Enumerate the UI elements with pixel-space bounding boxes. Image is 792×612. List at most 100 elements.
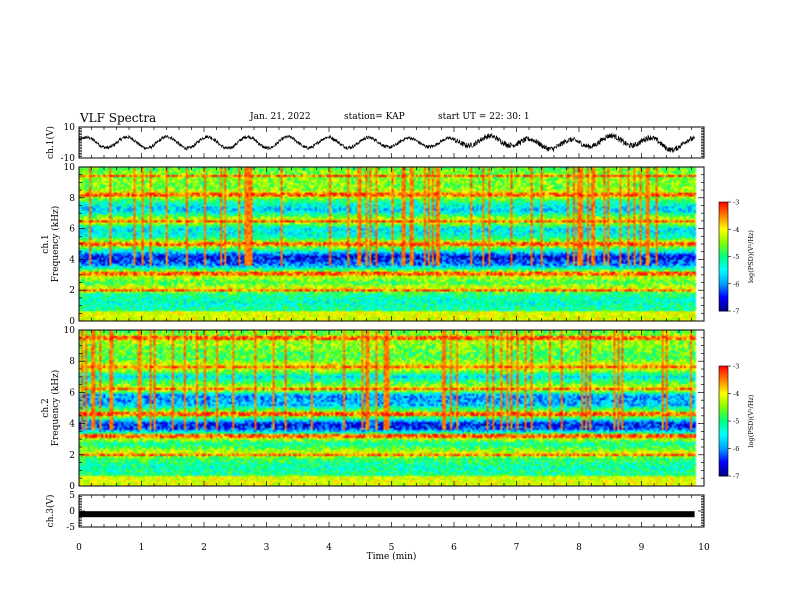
colorbar-cell [719, 419, 728, 422]
x-axis-label: Time (min) [367, 551, 417, 562]
colorbar-cell [719, 285, 728, 288]
y-tick-label: 6 [69, 388, 75, 398]
colorbar-cell [719, 408, 728, 411]
x-tick-label: 7 [514, 543, 520, 553]
colorbar-cell [719, 272, 728, 276]
colorbar-cell [719, 391, 728, 394]
y-tick-label: 4 [69, 255, 75, 265]
colorbar-cell [719, 261, 728, 265]
colorbar-cell [719, 307, 728, 310]
x-tick-label: 1 [139, 543, 145, 553]
colorbar-cell [719, 417, 728, 420]
y-tick-label: 10 [64, 123, 76, 133]
colorbar-cell [719, 296, 728, 299]
colorbar-cell [719, 294, 728, 297]
colorbar-cell [719, 395, 728, 398]
colorbar-cell [719, 238, 728, 241]
colorbar-label: log(PSD)(V²/Hz) [747, 230, 755, 283]
colorbar-cell [719, 386, 728, 389]
colorbar-cell [719, 399, 728, 402]
x-tick-label: 8 [576, 543, 582, 553]
ch3-ylabel: ch.3(V) [45, 495, 56, 528]
colorbar-cell [719, 274, 728, 277]
colorbar-cell [719, 402, 728, 405]
colorbar-cell [719, 231, 728, 234]
ch3-trace [79, 511, 695, 518]
y-tick-label: 2 [69, 286, 75, 296]
colorbar-cell [719, 389, 728, 393]
colorbar-cell [719, 249, 728, 252]
station-label: station= KAP [344, 112, 405, 122]
colorbar-cell [719, 454, 728, 457]
colorbar-tick-label: -5 [733, 253, 739, 261]
colorbar-tick-label: -6 [733, 280, 739, 288]
colorbar-cell [719, 276, 728, 279]
colorbar-cell [719, 227, 728, 230]
colorbar-cell [719, 466, 728, 470]
colorbar-cell [719, 269, 728, 272]
x-tick-label: 5 [389, 543, 395, 553]
colorbar-cell [719, 203, 728, 207]
colorbar-cell [719, 251, 728, 254]
colorbar-cell [719, 289, 728, 292]
colorbar-cell [719, 404, 728, 407]
colorbar-cell [719, 283, 728, 287]
colorbar-cell [719, 260, 728, 263]
colorbar-tick-label: -3 [733, 199, 739, 207]
x-tick-label: 2 [201, 543, 207, 553]
colorbar-cell [719, 247, 728, 250]
colorbar-cell [719, 205, 728, 208]
y-tick-label: 2 [69, 451, 75, 461]
colorbar-cell [719, 287, 728, 290]
colorbar-cell [719, 202, 728, 205]
y-tick-label: 0 [69, 507, 75, 517]
colorbar-tick-label: -4 [733, 390, 739, 398]
colorbar-cell [719, 424, 728, 427]
colorbar-tick-label: -3 [733, 363, 739, 371]
colorbar-cell [719, 415, 728, 418]
colorbar-cell [719, 245, 728, 248]
colorbar-cell [719, 236, 728, 239]
colorbar-cell [719, 400, 728, 404]
figure-title: VLF Spectra [80, 111, 157, 125]
colorbar-cell [719, 225, 728, 228]
colorbar-cell [719, 452, 728, 455]
colorbar-cell [719, 367, 728, 371]
colorbar-cell [719, 369, 728, 372]
colorbar-cell [719, 254, 728, 257]
colorbar-cell [719, 220, 728, 223]
colorbar-cell [719, 281, 728, 285]
colorbar-cell [719, 450, 728, 453]
colorbar-cell [719, 209, 728, 212]
colorbar-cell [719, 377, 728, 380]
colorbar-tick-label: -7 [733, 308, 739, 316]
x-tick-label: 9 [639, 543, 645, 553]
colorbar-cell [719, 422, 728, 426]
colorbar-cell [719, 291, 728, 294]
colorbar-cell [719, 280, 728, 283]
ch2-spectrogram-colorbar: -3 -4 -5 -6 -7 log(PSD)(V²/Hz) [718, 363, 755, 481]
y-tick-label: -5 [66, 523, 75, 533]
x-tick-label: 3 [264, 543, 270, 553]
colorbar-cell [719, 229, 728, 232]
colorbar-tick-label: -4 [733, 226, 739, 234]
y-tick-label: 10 [64, 163, 76, 173]
colorbar-cell [719, 384, 728, 387]
ch2-spectrogram-image [79, 330, 704, 486]
colorbar-cell [719, 428, 728, 431]
colorbar-cell [719, 457, 728, 460]
colorbar-cell [719, 378, 728, 382]
x-tick-label: 6 [451, 543, 457, 553]
colorbar-cell [719, 258, 728, 261]
colorbar-cell [719, 459, 728, 462]
colorbar-cell [719, 278, 728, 281]
colorbar-tick-label: -7 [733, 473, 739, 481]
colorbar-cell [719, 426, 728, 429]
colorbar-cell [719, 406, 728, 409]
date-label: Jan. 21, 2022 [250, 112, 311, 122]
colorbar-cell [719, 461, 728, 464]
colorbar-cell [719, 263, 728, 267]
colorbar-cell [719, 223, 728, 227]
colorbar-cell [719, 382, 728, 385]
